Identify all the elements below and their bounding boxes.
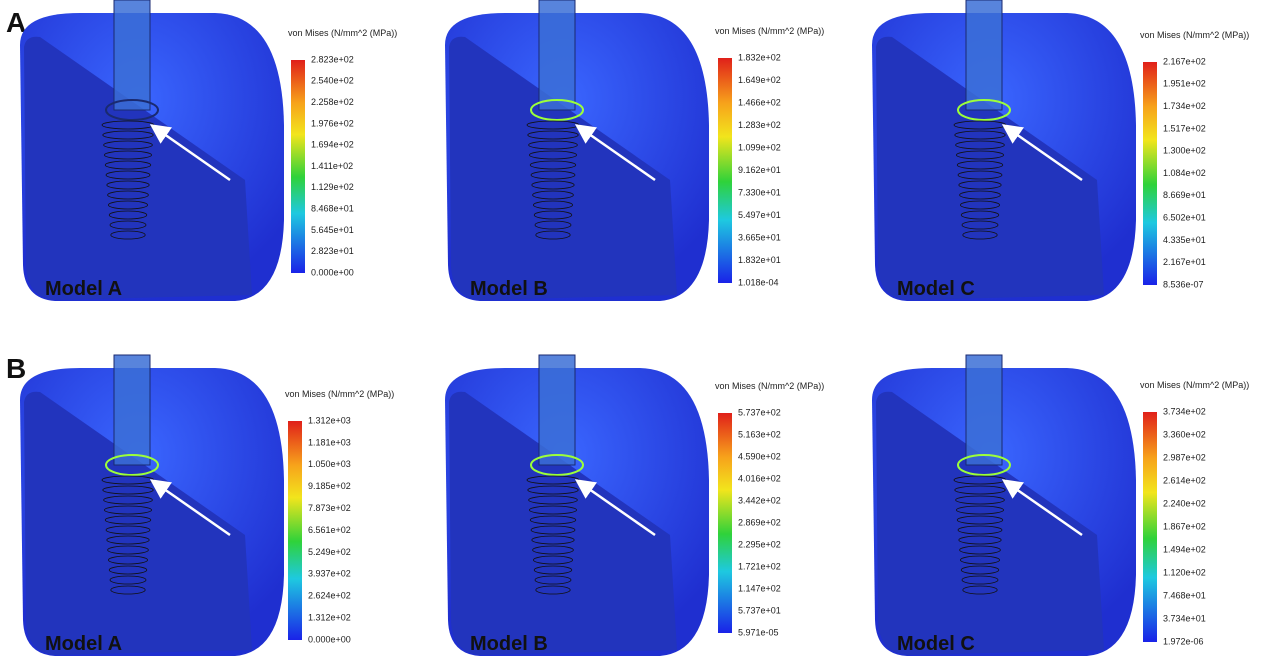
legend-tick: 5.249e+02 — [308, 547, 351, 557]
legend-tick: 6.561e+02 — [308, 525, 351, 535]
legend-tick: 5.497e+01 — [738, 210, 781, 220]
legend-tick: 0.000e+00 — [311, 267, 354, 277]
legend-tick: 9.185e+02 — [308, 481, 351, 491]
legend-tick: 2.987e+02 — [1163, 452, 1206, 462]
colorbar — [1143, 62, 1157, 285]
legend-tick: 7.468e+01 — [1163, 590, 1206, 600]
legend-tick: 5.163e+02 — [738, 429, 781, 439]
legend-tick: 0.000e+00 — [308, 634, 351, 644]
abutment — [114, 0, 150, 110]
legend-tick: 1.694e+02 — [311, 140, 354, 150]
legend-title: von Mises (N/mm^2 (MPa)) — [288, 28, 397, 38]
legend-tick: 3.360e+02 — [1163, 429, 1206, 439]
model-label: Model C — [897, 633, 975, 655]
legend-tick: 6.502e+01 — [1163, 212, 1206, 222]
legend-tick: 8.468e+01 — [311, 203, 354, 213]
legend-tick: 1.972e-06 — [1163, 636, 1204, 646]
legend-tick: 2.258e+02 — [311, 97, 354, 107]
legend-tick: 3.665e+01 — [738, 232, 781, 242]
model-render — [20, 0, 284, 301]
legend-tick: 1.312e+03 — [308, 415, 351, 425]
legend-tick: 2.869e+02 — [738, 517, 781, 527]
model-label: Model B — [470, 633, 548, 655]
legend-tick: 5.971e-05 — [738, 627, 779, 637]
abutment — [539, 0, 575, 110]
legend-tick: 5.645e+01 — [311, 225, 354, 235]
legend-tick: 8.669e+01 — [1163, 190, 1206, 200]
legend-tick: 2.167e+01 — [1163, 257, 1206, 267]
legend-tick: 8.536e-07 — [1163, 279, 1204, 289]
model-label: Model A — [45, 278, 122, 300]
abutment — [966, 0, 1002, 110]
legend-tick: 3.734e+01 — [1163, 613, 1206, 623]
model-label: Model B — [470, 278, 548, 300]
abutment — [114, 355, 150, 465]
legend-tick: 2.167e+02 — [1163, 56, 1206, 66]
model-label: Model C — [897, 278, 975, 300]
legend-tick: 1.832e+02 — [738, 52, 781, 62]
legend-tick: 1.517e+02 — [1163, 123, 1206, 133]
legend-tick: 1.147e+02 — [738, 583, 781, 593]
figure: AModel Avon Mises (N/mm^2 (MPa))2.823e+0… — [0, 0, 1268, 667]
legend-tick: 2.624e+02 — [308, 591, 351, 601]
legend-tick: 5.737e+02 — [738, 407, 781, 417]
legend-tick: 1.494e+02 — [1163, 544, 1206, 554]
model-label: Model A — [45, 633, 122, 655]
legend-tick: 1.084e+02 — [1163, 168, 1206, 178]
legend-tick: 2.823e+01 — [311, 246, 354, 256]
model-render — [872, 355, 1136, 656]
legend-tick: 4.590e+02 — [738, 451, 781, 461]
legend-tick: 7.873e+02 — [308, 503, 351, 513]
legend-tick: 5.737e+01 — [738, 605, 781, 615]
legend-tick: 1.300e+02 — [1163, 146, 1206, 156]
legend-tick: 1.832e+01 — [738, 255, 781, 265]
colorbar — [1143, 412, 1157, 642]
legend-tick: 1.976e+02 — [311, 118, 354, 128]
colorbar — [718, 58, 732, 283]
legend-tick: 1.951e+02 — [1163, 79, 1206, 89]
legend-tick: 7.330e+01 — [738, 187, 781, 197]
legend-tick: 1.734e+02 — [1163, 101, 1206, 111]
model-render — [445, 0, 709, 301]
legend-tick: 1.411e+02 — [311, 161, 353, 171]
legend-tick: 2.540e+02 — [311, 76, 354, 86]
legend-title: von Mises (N/mm^2 (MPa)) — [285, 389, 394, 399]
legend-tick: 1.867e+02 — [1163, 521, 1206, 531]
legend-title: von Mises (N/mm^2 (MPa)) — [1140, 30, 1249, 40]
model-render — [872, 0, 1136, 301]
abutment — [539, 355, 575, 465]
legend-tick: 1.721e+02 — [738, 561, 781, 571]
colorbar — [718, 413, 732, 633]
legend-tick: 2.614e+02 — [1163, 475, 1206, 485]
legend-title: von Mises (N/mm^2 (MPa)) — [1140, 380, 1249, 390]
model-render — [20, 355, 284, 656]
legend-tick: 3.734e+02 — [1163, 406, 1206, 416]
row-label: B — [6, 353, 26, 384]
legend-tick: 2.823e+02 — [311, 54, 354, 64]
colorbar — [291, 60, 305, 273]
legend-tick: 1.181e+03 — [308, 437, 351, 447]
abutment — [966, 355, 1002, 465]
legend-tick: 1.120e+02 — [1163, 567, 1206, 577]
legend-tick: 1.099e+02 — [738, 142, 781, 152]
legend-tick: 1.283e+02 — [738, 120, 781, 130]
legend-tick: 1.312e+02 — [308, 612, 351, 622]
legend-tick: 1.129e+02 — [311, 182, 354, 192]
legend-tick: 4.016e+02 — [738, 473, 781, 483]
legend-tick: 1.649e+02 — [738, 75, 781, 85]
legend-title: von Mises (N/mm^2 (MPa)) — [715, 381, 824, 391]
legend-tick: 1.466e+02 — [738, 97, 781, 107]
colorbar — [288, 421, 302, 640]
legend-tick: 2.240e+02 — [1163, 498, 1206, 508]
legend-tick: 3.442e+02 — [738, 495, 781, 505]
legend-tick: 4.335e+01 — [1163, 235, 1206, 245]
legend-title: von Mises (N/mm^2 (MPa)) — [715, 26, 824, 36]
legend-tick: 2.295e+02 — [738, 539, 781, 549]
legend-tick: 1.018e-04 — [738, 277, 779, 287]
legend-tick: 1.050e+03 — [308, 459, 351, 469]
model-render — [445, 355, 709, 656]
legend-tick: 9.162e+01 — [738, 165, 781, 175]
legend-tick: 3.937e+02 — [308, 569, 351, 579]
